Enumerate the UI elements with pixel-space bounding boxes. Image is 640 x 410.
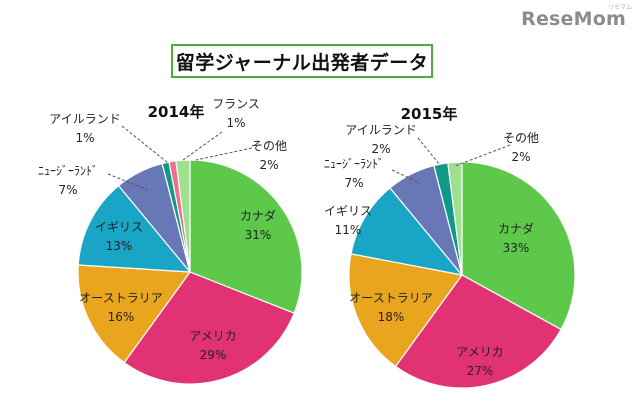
slice-value-other: 2% bbox=[511, 150, 530, 164]
slice-value-ireland: 1% bbox=[75, 131, 94, 145]
pie-slice-uk-1 bbox=[350, 187, 464, 276]
slice-label-other: その他 bbox=[251, 139, 287, 153]
pie-slice-usa-0 bbox=[123, 271, 295, 385]
pie-slice-other-0 bbox=[175, 159, 191, 273]
slice-label-other: その他 bbox=[503, 131, 539, 145]
slice-label-canada: カナダ bbox=[240, 208, 276, 223]
slice-label-australia: オーストラリア bbox=[79, 291, 162, 305]
slice-value-canada: 33% bbox=[503, 241, 530, 255]
chart-title: 留学ジャーナル出発者データ bbox=[175, 51, 429, 74]
leader-line-other bbox=[195, 147, 253, 161]
leader-line-new-zealand bbox=[391, 169, 421, 184]
resemom-logo: ReseMom bbox=[521, 8, 626, 30]
chart-year-title: 2015年 bbox=[401, 105, 458, 123]
slice-value-other: 2% bbox=[259, 158, 278, 172]
logo-tagline: リセマム bbox=[607, 4, 632, 11]
slice-label-ireland: アイルランド bbox=[49, 112, 120, 126]
slice-value-uk: 13% bbox=[106, 239, 133, 253]
pie-slice-other-1 bbox=[447, 161, 463, 276]
pie-slice-uk-0 bbox=[77, 184, 192, 273]
slice-value-usa: 29% bbox=[200, 348, 227, 362]
leader-line-other bbox=[454, 144, 511, 167]
slice-label-usa: アメリカ bbox=[456, 345, 503, 359]
slice-value-new-zealand: 7% bbox=[344, 176, 363, 190]
slice-value-canada: 31% bbox=[245, 228, 272, 242]
slice-label-australia: オーストラリア bbox=[349, 291, 432, 305]
chart-title-box: 留学ジャーナル出発者データ bbox=[171, 44, 433, 78]
slice-label-usa: アメリカ bbox=[189, 329, 236, 343]
slice-label-new-zealand: ﾆｭｰｼﾞｰﾗﾝﾄﾞ bbox=[324, 157, 384, 171]
slice-value-australia: 16% bbox=[108, 310, 135, 324]
leader-line-ireland bbox=[417, 137, 441, 166]
slice-label-canada: カナダ bbox=[498, 221, 534, 236]
pie-slice-canada-0 bbox=[189, 159, 303, 315]
slice-label-new-zealand: ﾆｭｰｼﾞｰﾗﾝﾄﾞ bbox=[38, 164, 98, 178]
chart-year-title: 2014年 bbox=[148, 103, 205, 121]
leader-line-new-zealand bbox=[107, 173, 149, 191]
slice-label-ireland: アイルランド bbox=[345, 123, 416, 137]
leader-line-france bbox=[182, 131, 223, 161]
slice-value-new-zealand: 7% bbox=[58, 183, 77, 197]
pie-slice-australia-1 bbox=[348, 253, 464, 368]
slice-label-france: フランス bbox=[212, 97, 260, 111]
pie-slice-australia-0 bbox=[77, 264, 192, 364]
slice-label-uk: イギリス bbox=[324, 204, 372, 218]
slice-value-uk: 11% bbox=[335, 223, 362, 237]
pie-slice-canada-1 bbox=[461, 161, 576, 331]
leader-line-ireland bbox=[121, 125, 169, 164]
slice-value-australia: 18% bbox=[378, 310, 405, 324]
slice-value-france: 1% bbox=[226, 116, 245, 130]
slice-value-ireland: 2% bbox=[371, 142, 390, 156]
pie-slice-usa-1 bbox=[394, 274, 562, 389]
slice-label-uk: イギリス bbox=[95, 220, 143, 234]
slice-value-usa: 27% bbox=[467, 364, 494, 378]
